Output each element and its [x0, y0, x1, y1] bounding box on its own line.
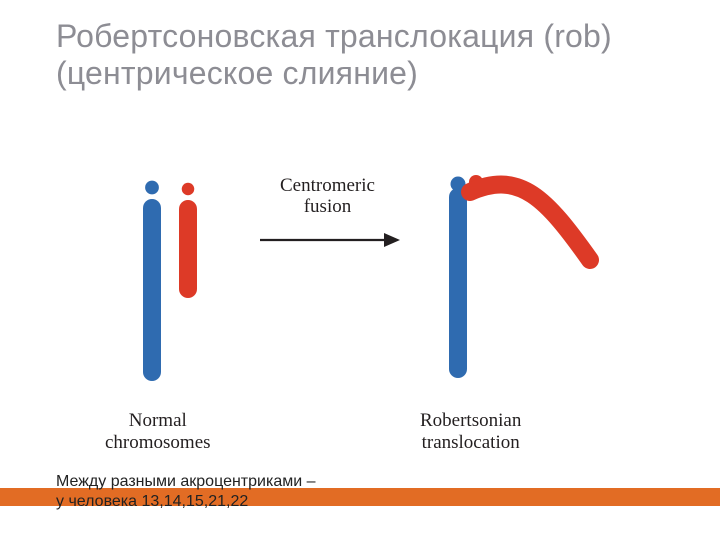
- arrow-label: Centromericfusion: [280, 176, 375, 218]
- slide: Робертсоновская транслокация (rob) (цент…: [0, 0, 720, 540]
- left-caption: Normalchromosomes: [105, 410, 211, 454]
- slide-title: Робертсоновская транслокация (rob) (цент…: [56, 18, 656, 92]
- footer-note: Между разными акроцентриками – у человек…: [56, 472, 316, 512]
- diagram: Centromericfusion Normalchromosomes Robe…: [90, 168, 630, 458]
- right-caption: Robertsoniantranslocation: [420, 410, 521, 454]
